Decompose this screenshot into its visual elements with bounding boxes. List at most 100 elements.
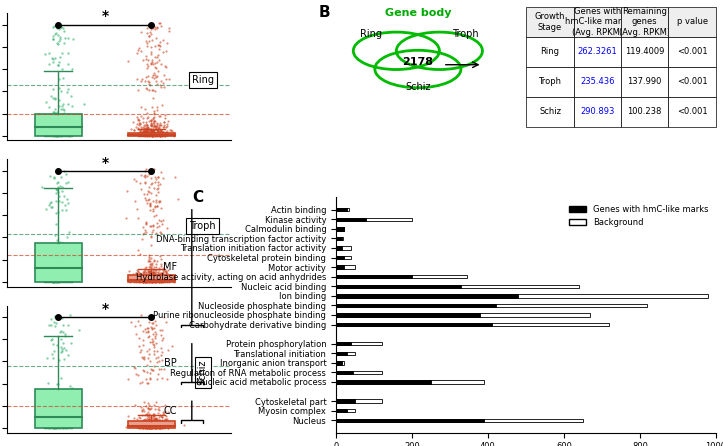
Point: [135, 347, 147, 354]
Point: [156, 220, 168, 227]
Point: [143, 267, 155, 274]
Point: [153, 179, 164, 186]
Point: [156, 274, 168, 281]
Point: [125, 318, 137, 326]
Point: [46, 124, 58, 132]
Point: [140, 277, 151, 284]
Point: [155, 132, 167, 139]
Point: [147, 116, 159, 123]
Point: [138, 274, 150, 281]
Point: [142, 328, 153, 335]
Point: [63, 132, 74, 139]
Point: [131, 418, 142, 425]
Point: [139, 167, 150, 174]
Point: [154, 223, 166, 230]
Point: [58, 121, 69, 128]
Point: [53, 380, 64, 387]
Point: [155, 263, 166, 270]
Bar: [336, 351, 348, 355]
Point: [46, 129, 58, 136]
Point: [54, 130, 66, 137]
Bar: [336, 285, 461, 288]
Point: [155, 270, 167, 277]
Point: [56, 418, 67, 425]
Point: [145, 127, 157, 134]
Point: [134, 322, 146, 329]
Point: [140, 73, 152, 80]
Point: [52, 258, 64, 265]
Point: [147, 126, 158, 133]
Point: [51, 422, 62, 429]
Point: [56, 405, 67, 413]
Point: [48, 278, 60, 285]
Point: [144, 78, 155, 85]
Point: [159, 416, 171, 423]
Point: [142, 73, 154, 80]
Point: [153, 271, 165, 278]
Point: [149, 126, 161, 133]
Point: [151, 271, 163, 278]
Point: [145, 278, 156, 285]
Point: [152, 67, 163, 74]
Point: [133, 421, 145, 428]
Point: [138, 122, 150, 129]
Point: [133, 277, 145, 284]
Point: [142, 273, 153, 280]
Point: [51, 125, 63, 132]
Point: [147, 71, 159, 78]
Point: [48, 278, 59, 285]
Point: [147, 132, 158, 139]
Point: [160, 413, 171, 420]
Point: [142, 423, 153, 430]
Point: [149, 424, 161, 431]
Point: [168, 421, 180, 428]
Point: [131, 278, 142, 285]
Point: [56, 250, 68, 257]
Point: [61, 170, 72, 178]
Point: [150, 274, 161, 281]
Point: [147, 411, 159, 418]
Point: [161, 130, 173, 137]
Point: [132, 419, 144, 426]
Point: [158, 264, 169, 272]
Point: [135, 273, 147, 281]
Bar: [128, 132, 175, 136]
Point: [145, 276, 157, 283]
Point: [153, 128, 164, 135]
Point: [145, 376, 156, 383]
Point: [153, 19, 165, 26]
Point: [153, 417, 165, 424]
Point: [134, 275, 146, 282]
Point: [56, 347, 67, 354]
Point: [134, 424, 145, 431]
Point: [57, 74, 69, 82]
Point: [59, 131, 71, 138]
Point: [51, 197, 62, 204]
Point: [150, 335, 161, 342]
Point: [150, 123, 161, 130]
Point: [55, 132, 67, 139]
Point: [46, 267, 58, 274]
Point: [152, 425, 163, 432]
Point: [147, 423, 159, 430]
Point: [160, 277, 171, 284]
Point: [153, 370, 164, 377]
Point: [140, 220, 152, 227]
Bar: [336, 361, 342, 364]
Point: [147, 57, 158, 64]
Point: [138, 173, 150, 180]
Point: [141, 129, 153, 136]
Point: [56, 349, 67, 356]
Point: [144, 260, 155, 268]
Point: [156, 102, 168, 109]
Point: [144, 375, 155, 382]
Point: [56, 123, 67, 130]
Point: [121, 424, 132, 431]
Point: [137, 354, 149, 361]
Point: [55, 130, 67, 137]
Bar: [336, 342, 382, 345]
Point: [141, 347, 153, 355]
Point: [51, 122, 62, 129]
Point: [134, 404, 146, 411]
Point: [141, 418, 153, 425]
